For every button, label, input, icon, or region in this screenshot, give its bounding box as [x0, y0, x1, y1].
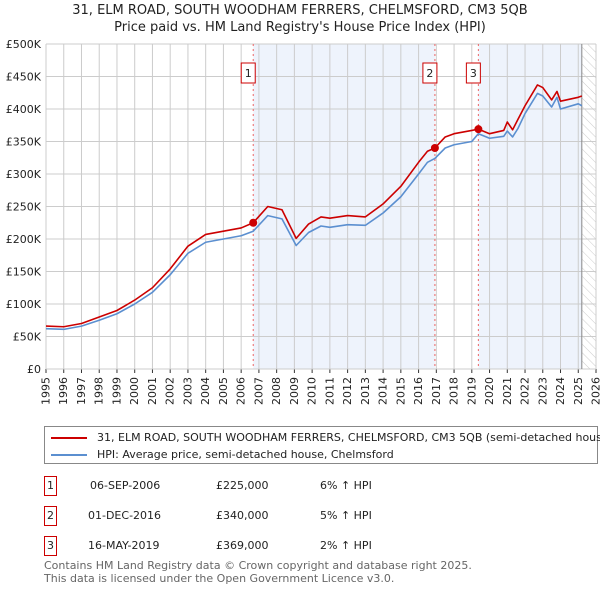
- x-tick-label: 2013: [359, 377, 372, 405]
- y-tick-label: £200K: [6, 233, 42, 246]
- transaction-price: £225,000: [216, 479, 269, 492]
- x-tick-label: 2002: [164, 377, 177, 405]
- footer-licence: This data is licensed under the Open Gov…: [44, 572, 395, 585]
- x-tick-label: 2005: [217, 377, 230, 405]
- x-tick-label: 2021: [501, 377, 514, 405]
- transaction-badge: 1: [44, 476, 57, 496]
- transaction-row: 2 01-DEC-2016 £340,000 5% ↑ HPI: [44, 506, 444, 526]
- sale-point: [474, 125, 483, 134]
- x-tick-label: 2006: [235, 377, 248, 405]
- transaction-badge: 3: [44, 536, 57, 556]
- transaction-date: 16-MAY-2019: [88, 539, 160, 552]
- property-series-line: [45, 84, 583, 328]
- x-tick-label: 2023: [536, 377, 549, 405]
- transaction-badge: 2: [44, 506, 57, 526]
- chart-title: 31, ELM ROAD, SOUTH WOODHAM FERRERS, CHE…: [72, 3, 528, 18]
- legend: 31, ELM ROAD, SOUTH WOODHAM FERRERS, CHE…: [44, 426, 600, 464]
- transaction-date: 06-SEP-2006: [90, 479, 161, 492]
- transaction-price: £340,000: [216, 509, 269, 522]
- sale-point: [430, 144, 439, 152]
- legend-red-line: [51, 436, 87, 439]
- x-tick-label: 2016: [412, 377, 425, 405]
- legend-property: 31, ELM ROAD, SOUTH WOODHAM FERRERS, CHE…: [97, 431, 600, 444]
- x-tick-label: 1995: [40, 377, 53, 405]
- x-tick-label: 2019: [465, 377, 478, 405]
- x-tick-label: 2017: [430, 377, 443, 405]
- y-tick-label: £500K: [6, 38, 42, 51]
- x-tick-label: 2026: [590, 377, 600, 405]
- y-tick-label: £50K: [13, 331, 42, 344]
- transaction-row: 3 16-MAY-2019 £369,000 2% ↑ HPI: [44, 536, 444, 556]
- x-tick-label: 2000: [128, 377, 141, 405]
- sale-point: [249, 218, 258, 227]
- y-tick-label: £450K: [6, 71, 42, 84]
- x-tick-label: 1998: [93, 377, 106, 405]
- x-tick-label: 2003: [181, 377, 194, 405]
- x-tick-label: 2007: [252, 377, 265, 405]
- transaction-hpi: 2% ↑ HPI: [320, 539, 372, 552]
- footer-copyright: Contains HM Land Registry data © Crown c…: [44, 559, 472, 572]
- x-tick-label: 2004: [199, 377, 212, 405]
- hpi-series-line: [45, 92, 583, 331]
- transaction-hpi: 5% ↑ HPI: [320, 509, 372, 522]
- x-tick-label: 1999: [110, 377, 123, 405]
- x-tick-label: 2022: [519, 377, 532, 405]
- chart-subtitle: Price paid vs. HM Land Registry's House …: [114, 20, 486, 35]
- sale-label: 3: [470, 67, 477, 80]
- x-tick-label: 2015: [394, 377, 407, 405]
- x-tick-label: 2018: [448, 377, 461, 405]
- y-tick-label: £250K: [6, 201, 42, 214]
- x-tick-label: 2024: [554, 377, 567, 405]
- legend-hpi: HPI: Average price, semi-detached house,…: [97, 448, 394, 461]
- sale-label-box: [465, 62, 481, 84]
- y-tick-label: £350K: [6, 136, 42, 149]
- y-tick-label: £300K: [6, 168, 42, 181]
- footer: Contains HM Land Registry data © Crown c…: [44, 559, 584, 585]
- sale-label-box: [422, 62, 438, 84]
- transaction-price: £369,000: [216, 539, 269, 552]
- y-tick-label: £0: [27, 363, 41, 376]
- x-tick-label: 2025: [572, 377, 585, 405]
- transaction-date: 01-DEC-2016: [88, 509, 162, 522]
- x-tick-label: 2010: [306, 377, 319, 405]
- x-tick-label: 1997: [75, 377, 88, 405]
- sale-label: 1: [245, 67, 252, 80]
- x-tick-label: 2020: [483, 377, 496, 405]
- x-tick-label: 2014: [377, 377, 390, 405]
- x-tick-label: 2001: [146, 377, 159, 405]
- x-tick-label: 1996: [57, 377, 70, 405]
- x-tick-label: 2008: [270, 377, 283, 405]
- y-tick-label: £400K: [6, 103, 42, 116]
- y-tick-label: £100K: [6, 298, 42, 311]
- y-tick-label: £150K: [6, 266, 42, 279]
- x-tick-label: 2012: [341, 377, 354, 405]
- transaction-row: 1 06-SEP-2006 £225,000 6% ↑ HPI: [44, 476, 444, 496]
- x-tick-label: 2009: [288, 377, 301, 405]
- sale-label-box: [240, 62, 256, 84]
- sale-label: 2: [426, 67, 433, 80]
- price-chart: 1995 1996 1997 1998 1999 2000 2001 2002 2003 2004…: [6, 38, 600, 405]
- transaction-hpi: 6% ↑ HPI: [320, 479, 372, 492]
- legend-blue-line: [51, 453, 87, 456]
- x-tick-label: 2011: [323, 377, 336, 405]
